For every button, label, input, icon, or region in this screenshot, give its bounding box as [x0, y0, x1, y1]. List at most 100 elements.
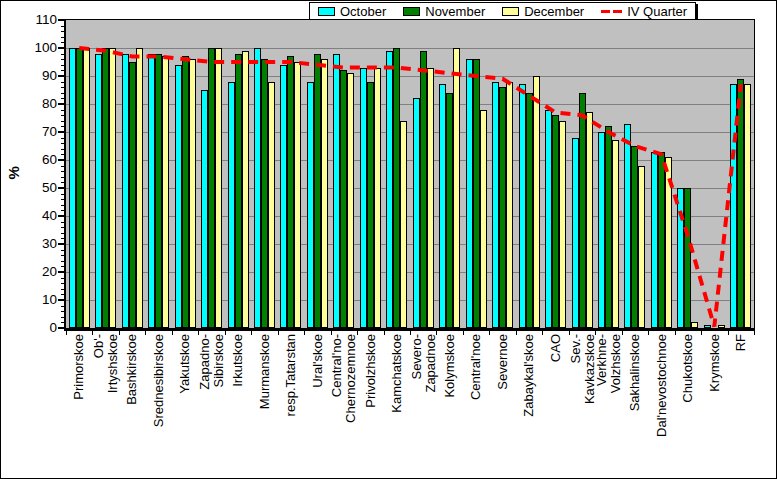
y-major-tick-100 [58, 47, 64, 49]
x-tick [728, 331, 729, 335]
legend-label: November [425, 4, 485, 19]
y-major-tick-10 [58, 299, 64, 301]
y-minor-tick [61, 31, 65, 32]
bar-december-17 [533, 76, 540, 328]
bar-december-22 [665, 157, 672, 328]
x-label-15: Central'noe [469, 334, 483, 479]
x-tick [251, 331, 252, 335]
bar-november-5 [208, 48, 215, 328]
bar-december-5 [215, 48, 222, 328]
y-major-tick-70 [58, 131, 64, 133]
bar-october-24 [704, 325, 711, 328]
y-minor-tick [61, 283, 65, 284]
y-minor-tick [61, 166, 65, 167]
y-minor-tick [61, 238, 65, 239]
bar-december-11 [374, 68, 381, 328]
y-major-tick-20 [58, 271, 64, 273]
x-label-1: Ob'-Irtyshskoe [92, 334, 119, 479]
y-minor-tick [61, 37, 65, 38]
bar-october-3 [148, 54, 155, 328]
y-major-tick-60 [58, 159, 64, 161]
bar-october-1 [95, 54, 102, 328]
x-label-17: Zabaykal'skoe [522, 334, 536, 479]
bar-october-20 [598, 132, 605, 328]
y-minor-tick [61, 126, 65, 127]
x-label-9: Ural'skoe [311, 334, 325, 479]
bar-october-15 [466, 59, 473, 328]
bar-november-4 [182, 56, 189, 328]
y-tick-label-80: 80 [17, 96, 57, 111]
y-minor-tick [61, 177, 65, 178]
bar-october-13 [413, 98, 420, 328]
bar-november-20 [605, 126, 612, 328]
y-minor-tick [61, 289, 65, 290]
y-tick-label-30: 30 [17, 236, 57, 251]
bar-november-25 [737, 79, 744, 328]
bar-december-9 [321, 59, 328, 328]
bar-december-2 [136, 48, 143, 328]
y-tick-label-0: 0 [17, 320, 57, 335]
bar-october-5 [201, 90, 208, 328]
bar-november-23 [684, 188, 691, 328]
bar-december-18 [559, 121, 566, 328]
x-label-22: Dal'nevostochnoe [655, 334, 669, 479]
x-label-12: Kamchatskoe [390, 334, 404, 479]
bar-november-10 [340, 70, 347, 328]
plot-area [64, 19, 755, 331]
bar-december-12 [400, 121, 407, 328]
y-minor-tick [61, 154, 65, 155]
bar-october-11 [360, 68, 367, 328]
bar-december-23 [691, 322, 698, 328]
bar-november-13 [420, 51, 427, 328]
x-tick [516, 331, 517, 335]
bar-december-8 [294, 62, 301, 328]
y-tick-label-20: 20 [17, 264, 57, 279]
x-label-7: Murmanskoe [258, 334, 272, 479]
bar-october-19 [572, 138, 579, 328]
y-tick-label-70: 70 [17, 124, 57, 139]
y-minor-tick [61, 210, 65, 211]
dashed-line-swatch-icon [601, 10, 622, 13]
bar-november-7 [261, 59, 268, 328]
y-major-tick-30 [58, 243, 64, 245]
bar-december-10 [347, 73, 354, 328]
bar-november-18 [552, 115, 559, 328]
y-minor-tick [61, 306, 65, 307]
y-minor-tick [61, 42, 65, 43]
y-minor-tick [61, 138, 65, 139]
bar-november-17 [526, 93, 533, 328]
x-label-2: Bashkirskoe [125, 334, 139, 479]
x-label-24: Krymskoe [708, 334, 722, 479]
gridline-80 [66, 104, 754, 105]
y-major-tick-50 [58, 187, 64, 189]
x-label-6: Irkutskoe [231, 334, 245, 479]
legend-item-november: November [403, 4, 485, 19]
y-minor-tick [61, 194, 65, 195]
bar-november-16 [499, 87, 506, 328]
x-tick [754, 331, 755, 335]
bar-november-8 [287, 56, 294, 328]
x-tick [675, 331, 676, 335]
x-label-19: Sev.-Kavkazskoe [569, 334, 596, 479]
x-label-5: Zapadno-Sibirskoe [198, 334, 225, 479]
y-major-tick-80 [58, 103, 64, 105]
x-tick [384, 331, 385, 335]
bar-october-16 [492, 82, 499, 328]
bar-october-8 [280, 65, 287, 328]
y-major-tick-90 [58, 75, 64, 77]
x-tick [648, 331, 649, 335]
x-label-14: Kolymskoe [443, 334, 457, 479]
bar-october-0 [69, 48, 76, 328]
y-minor-tick [61, 317, 65, 318]
bar-october-9 [307, 82, 314, 328]
x-tick [542, 331, 543, 335]
y-tick-label-10: 10 [17, 292, 57, 307]
bar-october-23 [677, 188, 684, 328]
x-label-0: Primorskoe [72, 334, 86, 479]
bar-december-13 [427, 68, 434, 328]
bar-december-0 [83, 48, 90, 328]
bar-november-9 [314, 54, 321, 328]
y-tick-label-50: 50 [17, 180, 57, 195]
bar-november-14 [446, 93, 453, 328]
bar-november-21 [631, 146, 638, 328]
